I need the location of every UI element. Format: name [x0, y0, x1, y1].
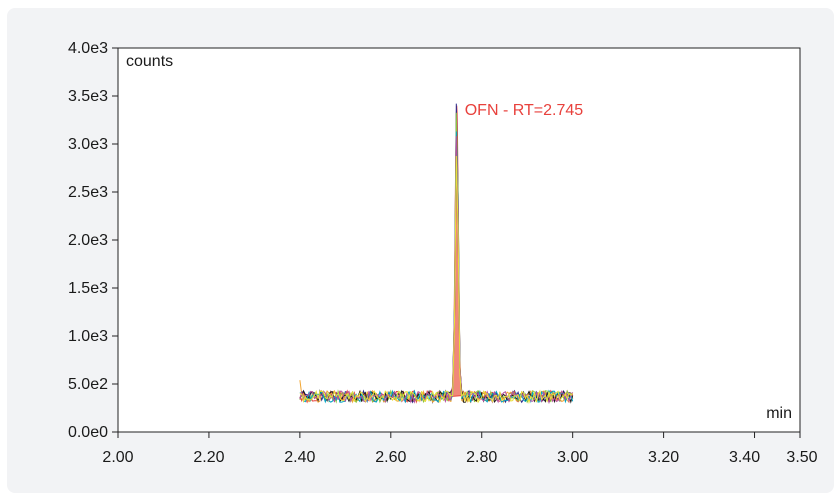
x-tick-label: 2.80: [466, 449, 497, 466]
x-axis-title: min: [766, 405, 792, 422]
y-tick-label: 3.5e3: [68, 88, 108, 105]
x-tick-label: 3.40: [729, 449, 760, 466]
x-tick-label: 2.60: [375, 449, 406, 466]
y-tick-label: 2.0e3: [68, 232, 108, 249]
x-tick-label: 2.40: [284, 449, 315, 466]
x-axis: 2.00 2.20 2.40 2.60 2.80 3.00 3.20 3.40 3.50: [102, 432, 818, 466]
x-tick-label: 2.20: [193, 449, 224, 466]
y-tick-label: 1.0e3: [68, 328, 108, 345]
y-tick-label: 0.0e0: [68, 424, 108, 441]
x-tick-label: 2.00: [102, 449, 133, 466]
x-tick-label: 3.00: [557, 449, 588, 466]
x-tick-label: 3.20: [648, 449, 679, 466]
peak-annotation: OFN - RT=2.745: [465, 102, 584, 119]
y-axis: 0.0e0 5.0e2 1.0e3 1.5e3 2.0e3 2.5e3 3.0e3 3.5e3…: [68, 40, 118, 441]
y-tick-label: 4.0e3: [68, 40, 108, 57]
y-axis-title: counts: [126, 53, 173, 70]
x-tick-label: 3.50: [786, 449, 817, 466]
series-line: [299, 155, 574, 405]
y-tick-label: 1.5e3: [68, 280, 108, 297]
y-tick-label: 3.0e3: [68, 136, 108, 153]
y-tick-label: 5.0e2: [68, 376, 108, 393]
traces: [299, 103, 574, 405]
y-tick-label: 2.5e3: [68, 184, 108, 201]
